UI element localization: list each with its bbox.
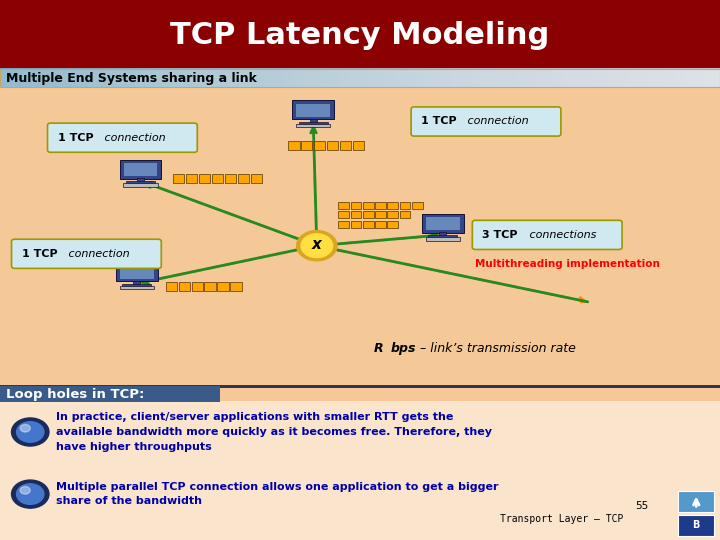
Text: Multithreading implementation: Multithreading implementation (475, 259, 660, 268)
Text: 3 TCP: 3 TCP (482, 230, 518, 240)
Text: connection: connection (65, 249, 130, 259)
Text: In practice, client/server applications with smaller RTT gets the
available band: In practice, client/server applications … (56, 412, 492, 452)
FancyBboxPatch shape (400, 201, 410, 208)
FancyBboxPatch shape (472, 220, 622, 249)
FancyBboxPatch shape (0, 385, 720, 388)
FancyBboxPatch shape (137, 178, 144, 181)
FancyBboxPatch shape (0, 386, 220, 402)
Text: connections: connections (526, 230, 596, 240)
Text: 1 TCP: 1 TCP (58, 133, 93, 143)
Text: 1 TCP: 1 TCP (421, 117, 456, 126)
FancyBboxPatch shape (314, 141, 325, 150)
Circle shape (20, 487, 30, 494)
Text: R: R (374, 342, 388, 355)
FancyBboxPatch shape (0, 401, 720, 540)
FancyBboxPatch shape (363, 211, 374, 218)
Text: Transport Layer – TCP: Transport Layer – TCP (500, 515, 624, 524)
FancyBboxPatch shape (351, 221, 361, 228)
FancyBboxPatch shape (678, 515, 714, 536)
FancyBboxPatch shape (400, 211, 410, 218)
Circle shape (12, 418, 49, 446)
Text: connection: connection (101, 133, 166, 143)
Circle shape (20, 424, 30, 432)
FancyBboxPatch shape (120, 160, 161, 179)
FancyBboxPatch shape (126, 181, 155, 183)
FancyBboxPatch shape (179, 282, 190, 291)
Text: Multiple parallel TCP connection allows one application to get a bigger
share of: Multiple parallel TCP connection allows … (56, 482, 499, 507)
FancyBboxPatch shape (48, 123, 197, 152)
FancyBboxPatch shape (412, 201, 423, 208)
FancyBboxPatch shape (186, 174, 197, 183)
FancyBboxPatch shape (351, 201, 361, 208)
FancyBboxPatch shape (116, 262, 158, 281)
FancyBboxPatch shape (375, 201, 386, 208)
FancyBboxPatch shape (422, 214, 464, 233)
FancyBboxPatch shape (296, 124, 330, 127)
FancyBboxPatch shape (192, 282, 203, 291)
FancyBboxPatch shape (338, 221, 349, 228)
Circle shape (12, 480, 49, 508)
FancyBboxPatch shape (166, 282, 177, 291)
Text: TCP Latency Modeling: TCP Latency Modeling (171, 21, 549, 50)
FancyBboxPatch shape (426, 238, 460, 240)
FancyBboxPatch shape (122, 284, 151, 286)
FancyBboxPatch shape (292, 100, 334, 119)
Text: 1 TCP: 1 TCP (22, 249, 57, 259)
Circle shape (301, 234, 333, 258)
FancyBboxPatch shape (375, 211, 386, 218)
FancyBboxPatch shape (363, 201, 374, 208)
FancyBboxPatch shape (0, 87, 720, 386)
Text: Loop holes in TCP:: Loop holes in TCP: (6, 388, 144, 401)
FancyBboxPatch shape (411, 107, 561, 136)
FancyBboxPatch shape (428, 235, 457, 237)
FancyBboxPatch shape (288, 141, 300, 150)
FancyBboxPatch shape (327, 141, 338, 150)
Text: 55: 55 (635, 501, 648, 511)
Text: connection: connection (464, 117, 529, 126)
FancyBboxPatch shape (238, 174, 249, 183)
FancyBboxPatch shape (351, 211, 361, 218)
FancyBboxPatch shape (387, 201, 398, 208)
Text: – link’s transmission rate: – link’s transmission rate (420, 342, 576, 355)
Circle shape (17, 422, 44, 442)
FancyBboxPatch shape (340, 141, 351, 150)
FancyBboxPatch shape (123, 184, 158, 186)
FancyBboxPatch shape (12, 239, 161, 268)
Text: x: x (312, 237, 322, 252)
FancyBboxPatch shape (217, 282, 229, 291)
FancyBboxPatch shape (299, 122, 328, 124)
FancyBboxPatch shape (338, 211, 349, 218)
FancyBboxPatch shape (251, 174, 262, 183)
Text: B: B (693, 521, 700, 530)
FancyBboxPatch shape (133, 281, 140, 284)
FancyBboxPatch shape (199, 174, 210, 183)
FancyBboxPatch shape (338, 201, 349, 208)
FancyBboxPatch shape (124, 163, 157, 176)
Circle shape (297, 231, 337, 261)
Text: bps: bps (390, 342, 415, 355)
FancyBboxPatch shape (230, 282, 242, 291)
FancyBboxPatch shape (120, 266, 153, 279)
FancyBboxPatch shape (439, 232, 446, 235)
FancyBboxPatch shape (173, 174, 184, 183)
FancyBboxPatch shape (363, 221, 374, 228)
FancyBboxPatch shape (0, 0, 720, 70)
FancyBboxPatch shape (204, 282, 216, 291)
FancyBboxPatch shape (387, 221, 398, 228)
FancyBboxPatch shape (353, 141, 364, 150)
Circle shape (17, 484, 44, 504)
FancyBboxPatch shape (297, 104, 330, 117)
FancyBboxPatch shape (678, 491, 714, 512)
Text: Multiple End Systems sharing a link: Multiple End Systems sharing a link (6, 72, 256, 85)
FancyBboxPatch shape (310, 119, 317, 122)
FancyBboxPatch shape (120, 286, 154, 289)
FancyBboxPatch shape (426, 217, 459, 230)
FancyBboxPatch shape (387, 211, 398, 218)
FancyBboxPatch shape (225, 174, 236, 183)
FancyBboxPatch shape (301, 141, 312, 150)
FancyBboxPatch shape (375, 221, 386, 228)
FancyBboxPatch shape (212, 174, 223, 183)
